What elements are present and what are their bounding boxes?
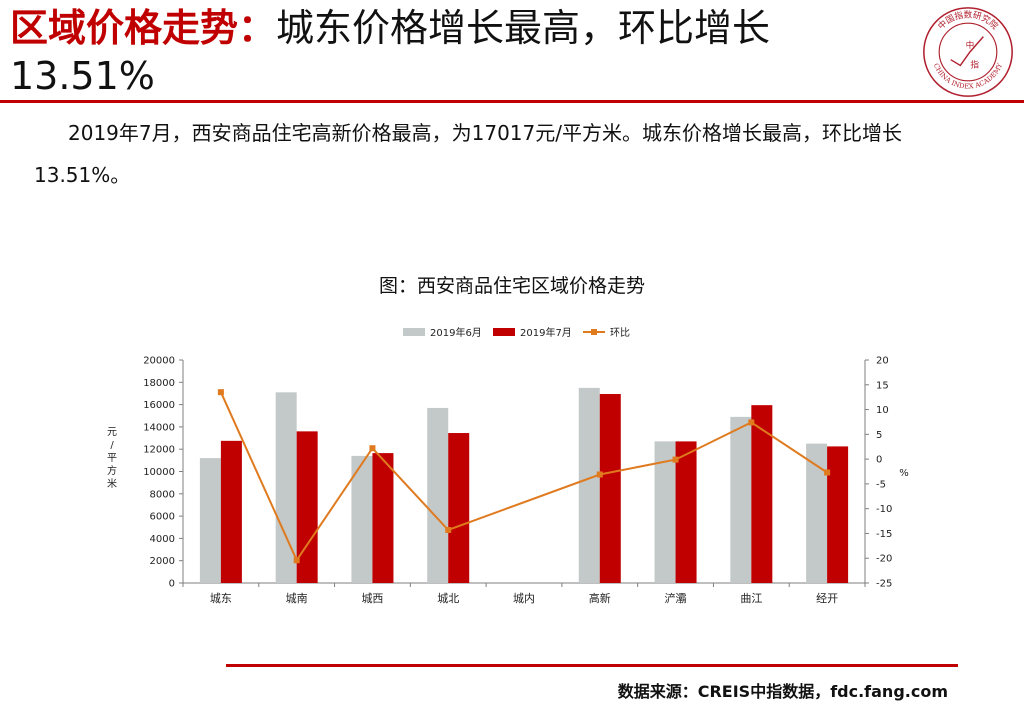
x-tick-label: 城南 [286, 592, 308, 605]
y2-tick-label: 10 [876, 405, 889, 416]
y2-tick-label: 15 [876, 380, 889, 391]
bar-july [220, 440, 242, 583]
x-tick-label: 城内 [513, 591, 535, 605]
legend-label: 环比 [610, 327, 630, 339]
y2-tick-label: -15 [876, 529, 892, 540]
y-axis-label: 元/平方米 [107, 427, 117, 490]
bar-june [427, 407, 449, 583]
svg-text:中国指数研究院: 中国指数研究院 [935, 8, 1001, 32]
y-tick-label: 18000 [143, 378, 175, 389]
logo-center-2: 指 [970, 58, 979, 70]
source-divider [226, 664, 958, 667]
title-divider [0, 100, 1024, 103]
y-tick-label: 12000 [143, 445, 175, 456]
bar-june [351, 455, 373, 583]
y-tick-label: 0 [169, 579, 175, 590]
y-tick-label: 2000 [150, 556, 175, 567]
mom-point [217, 389, 224, 396]
mom-point [293, 557, 300, 564]
bar-june [275, 392, 297, 583]
bar-july [751, 405, 773, 583]
y-tick-label: 10000 [143, 467, 175, 478]
page-title: 区域价格走势：城东价格增长最高，环比增长13.51% [10, 4, 910, 100]
x-tick-label: 城西 [361, 592, 383, 605]
bar-july [296, 431, 318, 583]
x-tick-label: 城东 [210, 592, 232, 605]
bar-july [448, 433, 470, 583]
title-text: 城东价格增长最高，环比增长13.51% [10, 6, 771, 98]
bar-june [199, 458, 221, 583]
bar-july [827, 446, 849, 583]
logo-text-top: 中国指数研究院 [935, 8, 1001, 32]
x-tick-label: 高新 [589, 591, 611, 605]
x-tick-label: 城北 [437, 592, 459, 605]
bar-july [372, 453, 394, 583]
mom-point [672, 456, 679, 463]
y2-tick-label: -10 [876, 504, 892, 515]
y2-tick-label: 20 [876, 356, 889, 367]
academy-logo: 中国指数研究院 CHINA INDEX ACADEMY 中 指 [923, 7, 1013, 97]
title-highlight: 区域价格走势： [10, 6, 277, 50]
y-tick-label: 14000 [143, 422, 175, 433]
y-tick-label: 8000 [150, 489, 175, 500]
legend-marker [591, 329, 597, 335]
mom-line [219, 391, 828, 563]
logo-center: 中 [966, 39, 975, 51]
bar-july [599, 394, 621, 583]
y2-axis-label: % [899, 468, 909, 479]
summary-paragraph: 2019年7月，西安商品住宅高新价格最高，为17017元/平方米。城东价格增长最… [34, 121, 902, 187]
x-tick-label: 曲江 [740, 592, 762, 605]
mom-point [824, 469, 831, 476]
x-tick-label: 浐灞 [665, 592, 687, 605]
legend-swatch [403, 328, 425, 336]
bar-june [806, 443, 828, 583]
mom-point [445, 526, 452, 533]
legend-label: 2019年7月 [520, 326, 572, 339]
y2-tick-label: -20 [876, 554, 892, 565]
mom-point [748, 419, 755, 426]
y2-tick-label: 5 [876, 430, 882, 441]
y-tick-label: 20000 [143, 356, 175, 367]
mom-point [596, 471, 603, 478]
y-tick-label: 6000 [150, 512, 175, 523]
bar-june [578, 387, 600, 583]
y-tick-label: 16000 [143, 400, 175, 411]
legend-swatch [493, 328, 515, 336]
data-source: 数据来源：CREIS中指数据，fdc.fang.com [617, 682, 948, 701]
bar-june [730, 416, 752, 583]
y2-tick-label: 0 [876, 455, 882, 466]
price-trend-chart: 0 2000 4000 6000 8000 10000 12000 14000 16000 180… [107, 326, 909, 605]
mom-point [369, 445, 376, 452]
y2-tick-label: -5 [876, 479, 886, 490]
chart-caption: 图：西安商品住宅区域价格走势 [378, 275, 645, 297]
bar-july [675, 441, 697, 583]
bar-june [654, 441, 676, 583]
y-tick-label: 4000 [150, 534, 175, 545]
y2-tick-label: -25 [876, 579, 892, 590]
legend-label: 2019年6月 [430, 326, 482, 339]
x-tick-label: 经开 [816, 592, 838, 605]
